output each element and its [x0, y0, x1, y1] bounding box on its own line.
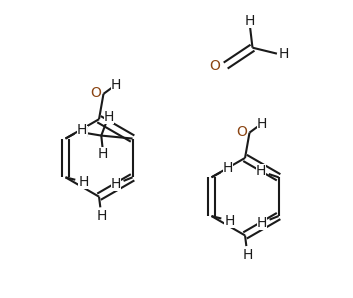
Text: H: H [111, 177, 121, 191]
Text: H: H [257, 117, 267, 131]
Text: O: O [209, 59, 220, 72]
Text: H: H [77, 123, 87, 136]
Text: H: H [256, 164, 266, 178]
Text: O: O [236, 125, 247, 139]
Text: H: H [242, 248, 253, 262]
Text: H: H [97, 148, 108, 161]
Text: H: H [96, 209, 107, 223]
Text: O: O [90, 86, 101, 100]
Text: H: H [103, 110, 114, 124]
Text: H: H [111, 78, 121, 92]
Text: H: H [78, 175, 89, 189]
Text: H: H [257, 216, 267, 229]
Text: H: H [77, 126, 88, 139]
Text: H: H [224, 214, 234, 227]
Text: H: H [245, 14, 255, 28]
Text: H: H [278, 47, 289, 60]
Text: H: H [223, 162, 233, 175]
